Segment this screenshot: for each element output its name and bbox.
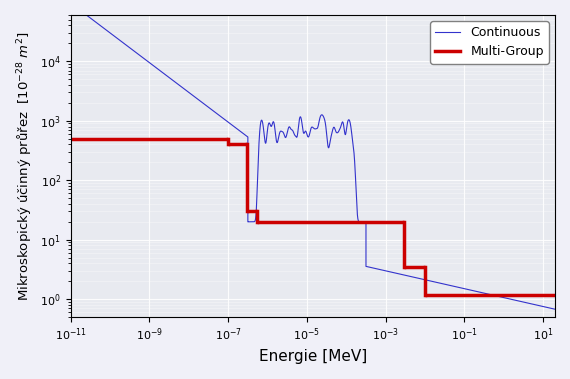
- Y-axis label: Mikroskopický účinný průřez  [$10^{-28}$ $m^2$]: Mikroskopický účinný průřez [$10^{-28}$ …: [15, 31, 35, 301]
- Continuous: [312, 127, 319, 131]
- Legend: Continuous, Multi-Group: Continuous, Multi-Group: [430, 21, 549, 64]
- Continuous: [360, 219, 367, 224]
- Continuous: [278, 129, 285, 133]
- Continuous: [354, 210, 361, 215]
- Line: Continuous: Continuous: [71, 3, 555, 309]
- Continuous: [293, 135, 300, 139]
- Continuous: [552, 307, 559, 312]
- Continuous: [348, 132, 355, 136]
- X-axis label: Energie [MeV]: Energie [MeV]: [259, 349, 367, 364]
- Continuous: [67, 1, 74, 5]
